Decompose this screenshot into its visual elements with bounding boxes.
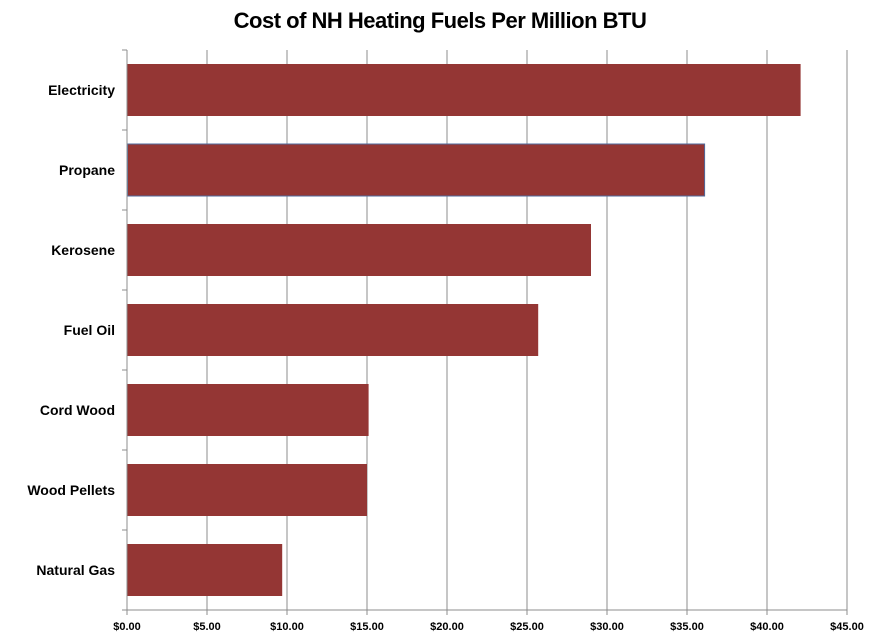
x-tick-label: $15.00: [350, 621, 384, 633]
category-label: Cord Wood: [40, 402, 115, 418]
bar-natural-gas: [127, 544, 283, 596]
bar-propane: [127, 143, 706, 197]
x-tick-label: $20.00: [430, 621, 464, 633]
category-label: Propane: [59, 162, 115, 178]
category-label: Wood Pellets: [27, 482, 115, 498]
x-tick-label: $5.00: [193, 621, 221, 633]
bar-electricity: [127, 64, 801, 116]
bar-kerosene: [127, 224, 591, 276]
x-tick-label: $25.00: [510, 621, 544, 633]
category-label: Electricity: [48, 82, 115, 98]
chart-title: Cost of NH Heating Fuels Per Million BTU: [233, 8, 647, 33]
category-labels: Electricity Propane Kerosene Fuel Oil Cord W…: [27, 82, 115, 578]
x-tick-label: $10.00: [270, 621, 304, 633]
x-tick-labels: $0.00 $5.00 $10.00 $15.00 $20.00 $25.00 $30.00…: [113, 621, 864, 633]
x-tick-label: $40.00: [750, 621, 784, 633]
bars: [127, 64, 801, 596]
bar-cord-wood: [127, 384, 369, 436]
bar-wood-pellets: [127, 464, 367, 516]
bar-fuel-oil: [127, 304, 539, 356]
category-label: Fuel Oil: [64, 322, 115, 338]
axes: [122, 49, 848, 615]
x-tick-label: $35.00: [670, 621, 704, 633]
x-tick-label: $45.00: [830, 621, 864, 633]
x-tick-label: $0.00: [113, 621, 141, 633]
category-label: Natural Gas: [36, 562, 115, 578]
x-tick-label: $30.00: [590, 621, 624, 633]
category-label: Kerosene: [51, 242, 115, 258]
